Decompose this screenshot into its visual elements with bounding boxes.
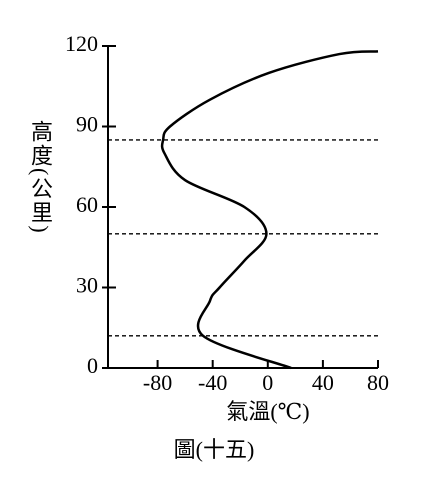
y-axis-label: 高度(公里) bbox=[28, 120, 53, 235]
x-tick-label: 80 bbox=[367, 370, 389, 395]
profile-line bbox=[160, 50, 379, 370]
y-tick-label: 0 bbox=[87, 353, 98, 378]
x-tick-label: 0 bbox=[262, 370, 273, 395]
x-tick-label: -80 bbox=[143, 370, 172, 395]
y-tick-label: 60 bbox=[76, 192, 98, 217]
y-tick-label: 90 bbox=[76, 112, 98, 137]
caption: 圖(十五) bbox=[174, 437, 255, 462]
x-axis-label: 氣溫(℃) bbox=[226, 399, 309, 424]
x-tick-label: 40 bbox=[312, 370, 334, 395]
y-tick-label: 30 bbox=[76, 273, 98, 298]
x-tick-label: -40 bbox=[198, 370, 227, 395]
y-tick-label: 120 bbox=[65, 31, 98, 56]
